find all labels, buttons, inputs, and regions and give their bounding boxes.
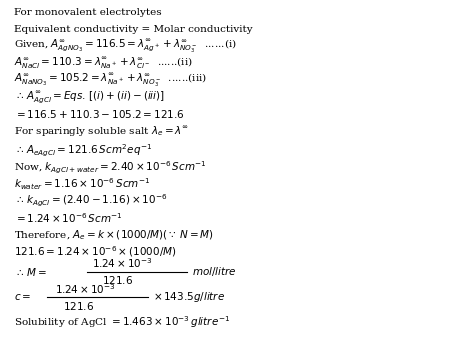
Text: $\therefore\, A^{\infty}_{AgCl} = Eqs.\,[(i) + (ii) - (iii)]$: $\therefore\, A^{\infty}_{AgCl} = Eqs.\,… [14,89,165,105]
Text: $1.24 \times 10^{-3}$: $1.24 \times 10^{-3}$ [55,282,115,296]
Text: $121.6$: $121.6$ [102,274,133,286]
Text: For monovalent electrolytes: For monovalent electrolytes [14,8,162,17]
Text: For sparingly soluble salt $\lambda_e = \lambda^{\infty}$: For sparingly soluble salt $\lambda_e = … [14,124,189,138]
Text: $A^{\infty}_{NaCl} = 110.3 = \lambda^{\infty}_{Na^+} + \lambda^{\infty}_{Cl^-}$ : $A^{\infty}_{NaCl} = 110.3 = \lambda^{\i… [14,55,193,71]
Text: $A^{\infty}_{NaNO_3} = 105.2 = \lambda^{\infty}_{Na^+} + \lambda^{\infty}_{NO_3^: $A^{\infty}_{NaNO_3} = 105.2 = \lambda^{… [14,71,207,89]
Text: $121.6$: $121.6$ [63,300,94,312]
Text: $= 1.24 \times 10^{-6}\,Scm^{-1}$: $= 1.24 \times 10^{-6}\,Scm^{-1}$ [14,211,123,225]
Text: Equivalent conductivity = Molar conductivity: Equivalent conductivity = Molar conducti… [14,25,253,34]
Text: Given, $A^{\infty}_{AgNO_3} = 116.5 = \lambda^{\infty}_{Ag^+} + \lambda^{\infty}: Given, $A^{\infty}_{AgNO_3} = 116.5 = \l… [14,37,237,55]
Text: $mol/litre$: $mol/litre$ [192,265,237,278]
Text: Therefore, $A_e = k \times (1000/M)(\because\, N = M)$: Therefore, $A_e = k \times (1000/M)(\bec… [14,228,214,242]
Text: $c = $: $c = $ [14,293,32,302]
Text: $\therefore\, M = $: $\therefore\, M = $ [14,266,47,278]
Text: $\therefore\, A_{eAgCl} = 121.6\,Scm^2eq^{-1}$: $\therefore\, A_{eAgCl} = 121.6\,Scm^2eq… [14,143,153,159]
Text: Now, $k_{AgCl+water} = 2.40 \times 10^{-6}\,Scm^{-1}$: Now, $k_{AgCl+water} = 2.40 \times 10^{-… [14,159,207,176]
Text: $k_{water} = 1.16 \times 10^{-6}\,Scm^{-1}$: $k_{water} = 1.16 \times 10^{-6}\,Scm^{-… [14,177,151,192]
Text: Solubility of AgCl $= 1.463 \times 10^{-3}\,glitre^{-1}$: Solubility of AgCl $= 1.463 \times 10^{-… [14,314,230,330]
Text: $\times\,143.5g/litre$: $\times\,143.5g/litre$ [153,290,225,304]
Text: $= 116.5 + 110.3 - 105.2 = 121.6$: $= 116.5 + 110.3 - 105.2 = 121.6$ [14,108,185,120]
Text: $1.24 \times 10^{-3}$: $1.24 \times 10^{-3}$ [92,256,153,270]
Text: $121.6 = 1.24 \times 10^{-6} \times (1000/M)$: $121.6 = 1.24 \times 10^{-6} \times (100… [14,245,177,259]
Text: $\therefore\, k_{AgCl} = (2.40 - 1.16) \times 10^{-6}$: $\therefore\, k_{AgCl} = (2.40 - 1.16) \… [14,193,167,209]
